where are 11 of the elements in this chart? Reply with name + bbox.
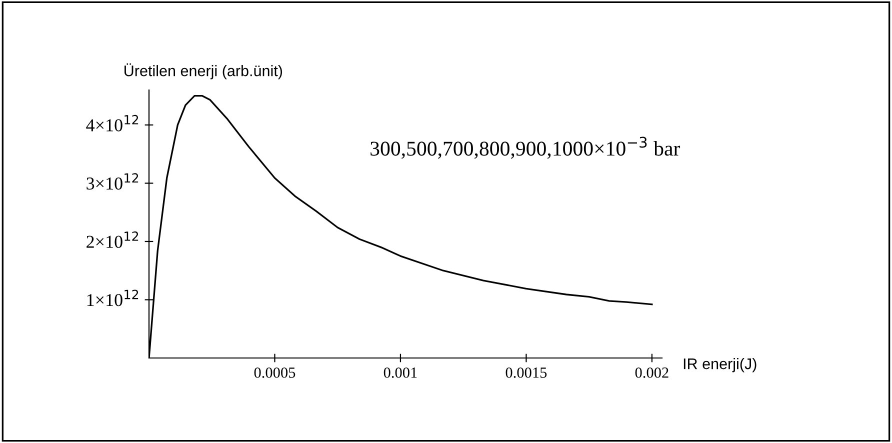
x-tick-label: 0.002 — [635, 367, 668, 378]
y-tick-label: 4×10$^{12}$ — [86, 114, 138, 132]
y-tick-label: 3×10$^{12}$ — [86, 173, 138, 190]
y-tick-label: 1×10$^{12}$ — [87, 290, 138, 306]
y-axis-title: Üretilen enerji (arb.ünit) — [124, 63, 282, 80]
x-tick-label: 0.0005 — [254, 367, 296, 378]
annotation: 300,500,700,800,900,1000×10$^{−3}$ bar — [370, 136, 680, 159]
x-tick-label: 0.001 — [384, 367, 417, 378]
y-tick-label: 2×10$^{12}$ — [86, 231, 138, 248]
x-tick-label: 0.0015 — [506, 367, 547, 378]
x-axis-title: IR enerji(J) — [684, 358, 756, 372]
